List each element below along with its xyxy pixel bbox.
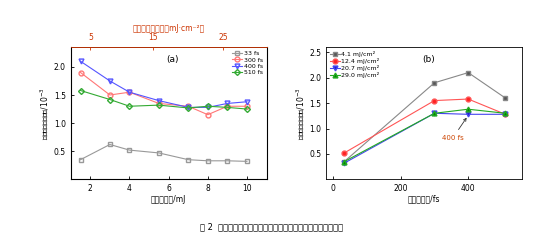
400 fs: [77, 60, 84, 63]
400 fs: [244, 100, 250, 103]
400 fs: [185, 106, 191, 109]
300 fs: [126, 91, 133, 94]
20.7 mJ/cm²: [341, 162, 348, 164]
300 fs: [244, 105, 250, 108]
400 fs: [107, 80, 113, 82]
Line: 4.1 mJ/cm²: 4.1 mJ/cm²: [342, 70, 508, 164]
4.1 mJ/cm²: [465, 71, 472, 74]
400 fs: [224, 102, 231, 105]
20.7 mJ/cm²: [431, 112, 438, 115]
4.1 mJ/cm²: [431, 81, 438, 84]
20.7 mJ/cm²: [502, 113, 509, 116]
33 fs: [244, 160, 250, 163]
Line: 33 fs: 33 fs: [78, 142, 249, 164]
510 fs: [126, 105, 133, 108]
33 fs: [224, 159, 231, 162]
29.0 mJ/cm²: [341, 160, 348, 163]
29.0 mJ/cm²: [502, 112, 509, 115]
Legend: 33 fs, 300 fs, 400 fs, 510 fs: 33 fs, 300 fs, 400 fs, 510 fs: [232, 50, 263, 76]
300 fs: [156, 102, 162, 105]
400 fs: [126, 91, 133, 94]
510 fs: [224, 106, 231, 109]
510 fs: [77, 89, 84, 92]
Line: 20.7 mJ/cm²: 20.7 mJ/cm²: [342, 111, 508, 165]
29.0 mJ/cm²: [431, 112, 438, 115]
400 fs: [156, 99, 162, 102]
300 fs: [107, 94, 113, 97]
33 fs: [107, 143, 113, 146]
29.0 mJ/cm²: [465, 108, 472, 111]
33 fs: [156, 152, 162, 154]
Line: 12.4 mJ/cm²: 12.4 mJ/cm²: [342, 97, 508, 155]
X-axis label: 泵浦光能量/mJ: 泵浦光能量/mJ: [151, 195, 187, 204]
12.4 mJ/cm²: [502, 113, 509, 116]
12.4 mJ/cm²: [341, 152, 348, 154]
Y-axis label: 太赫兹波产生效率/10$^{-3}$: 太赫兹波产生效率/10$^{-3}$: [294, 87, 307, 139]
510 fs: [205, 105, 211, 108]
Text: 400 fs: 400 fs: [442, 118, 466, 141]
33 fs: [205, 159, 211, 162]
4.1 mJ/cm²: [502, 97, 509, 99]
4.1 mJ/cm²: [341, 160, 348, 163]
12.4 mJ/cm²: [465, 98, 472, 101]
Line: 29.0 mJ/cm²: 29.0 mJ/cm²: [342, 107, 508, 164]
300 fs: [224, 105, 231, 108]
12.4 mJ/cm²: [431, 99, 438, 102]
Text: 图 2  不同傅里叶变换极限脉宽激光泵浦下太赫兹波的转换效率: 图 2 不同傅里叶变换极限脉宽激光泵浦下太赫兹波的转换效率: [200, 222, 344, 231]
X-axis label: 泵浦光脉宽/fs: 泵浦光脉宽/fs: [408, 195, 441, 204]
Text: (b): (b): [422, 55, 435, 64]
33 fs: [77, 158, 84, 161]
Y-axis label: 太赫兹波产生效率/10$^{-3}$: 太赫兹波产生效率/10$^{-3}$: [39, 87, 51, 139]
510 fs: [244, 108, 250, 110]
300 fs: [205, 113, 211, 116]
300 fs: [77, 71, 84, 74]
33 fs: [126, 149, 133, 152]
Line: 400 fs: 400 fs: [78, 59, 249, 110]
Text: (a): (a): [166, 55, 179, 64]
Line: 300 fs: 300 fs: [78, 70, 249, 117]
Legend: 4.1 mJ/cm², 12.4 mJ/cm², 20.7 mJ/cm², 29.0 mJ/cm²: 4.1 mJ/cm², 12.4 mJ/cm², 20.7 mJ/cm², 29…: [330, 50, 380, 78]
510 fs: [107, 98, 113, 101]
X-axis label: 泵浦光能量密度（mJ·cm⁻²）: 泵浦光能量密度（mJ·cm⁻²）: [133, 24, 205, 33]
Line: 510 fs: 510 fs: [78, 88, 249, 111]
300 fs: [185, 105, 191, 108]
510 fs: [185, 106, 191, 109]
400 fs: [205, 106, 211, 109]
510 fs: [156, 104, 162, 106]
20.7 mJ/cm²: [465, 113, 472, 116]
33 fs: [185, 158, 191, 161]
